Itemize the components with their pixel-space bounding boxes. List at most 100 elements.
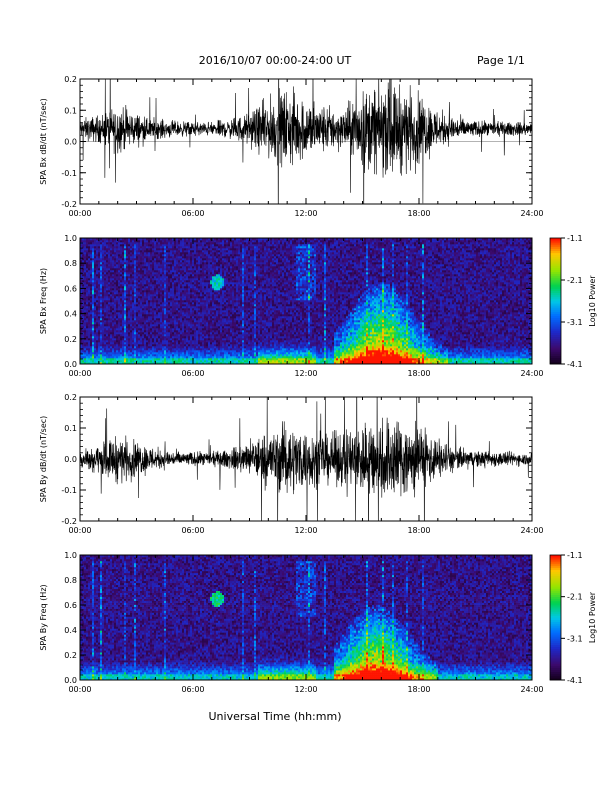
spectrogram-cell xyxy=(196,268,198,270)
spectrogram-cell xyxy=(152,330,154,332)
spectrogram-cell xyxy=(188,338,190,340)
spectrogram-cell xyxy=(156,272,158,274)
spectrogram-cell xyxy=(110,348,112,350)
spectrogram-cell xyxy=(102,330,104,332)
spectrogram-cell xyxy=(204,270,206,272)
spectrogram-cell xyxy=(222,356,224,358)
spectrogram-cell xyxy=(156,260,158,262)
spectrogram-cell xyxy=(170,348,172,350)
spectrogram-cell xyxy=(176,240,178,242)
spectrogram-cell xyxy=(126,242,128,244)
spectrogram-cell xyxy=(204,310,206,312)
spectrogram-cell xyxy=(94,266,96,268)
spectrogram-cell xyxy=(190,256,192,258)
spectrogram-cell xyxy=(90,298,92,300)
spectrogram-cell xyxy=(178,344,180,346)
spectrogram-cell xyxy=(218,300,220,302)
spectrogram-cell xyxy=(180,248,182,250)
spectrogram-cell xyxy=(154,356,156,358)
spectrogram-cell xyxy=(150,288,152,290)
spectrogram-cell xyxy=(174,322,176,324)
spectrogram-cell xyxy=(216,240,218,242)
spectrogram-cell xyxy=(226,296,228,298)
spectrogram-cell xyxy=(172,352,174,354)
spectrogram-cell xyxy=(126,312,128,314)
spectrogram-cell xyxy=(116,334,118,336)
spectrogram-cell xyxy=(114,266,116,268)
spectrogram-cell xyxy=(106,324,108,326)
spectrogram-cell xyxy=(116,358,118,360)
spectrogram-cell xyxy=(118,324,120,326)
spectrogram-cell xyxy=(228,268,230,270)
spectrogram-cell xyxy=(92,252,94,254)
spectrogram-cell xyxy=(126,256,128,258)
spectrogram-cell xyxy=(200,252,202,254)
spectrogram-cell xyxy=(116,296,118,298)
spectrogram-cell xyxy=(98,314,100,316)
spectrogram-cell xyxy=(172,292,174,294)
spectrogram-cell xyxy=(168,314,170,316)
spectrogram-cell xyxy=(190,348,192,350)
spectrogram-cell xyxy=(104,304,106,306)
spectrogram-cell xyxy=(108,360,110,362)
spectrogram-cell xyxy=(216,360,218,362)
spectrogram-cell xyxy=(170,332,172,334)
spectrogram-cell xyxy=(202,288,204,290)
spectrogram-cell xyxy=(98,262,100,264)
spectrogram-cell xyxy=(168,278,170,280)
spectrogram-cell xyxy=(216,342,218,344)
spectrogram-cell xyxy=(142,340,144,342)
spectrogram-cell xyxy=(140,320,142,322)
spectrogram-cell xyxy=(202,354,204,356)
spectrogram-cell xyxy=(218,358,220,360)
spectrogram-cell xyxy=(166,268,168,270)
spectrogram-cell xyxy=(132,302,134,304)
spectrogram-cell xyxy=(216,242,218,244)
spectrogram-cell xyxy=(172,318,174,320)
spectrogram-cell xyxy=(96,302,98,304)
spectrogram-cell xyxy=(166,278,168,280)
spectrogram-cell xyxy=(202,292,204,294)
spectrogram-cell xyxy=(94,348,96,350)
spectrogram-cell xyxy=(110,334,112,336)
spectrogram-cell xyxy=(214,340,216,342)
spectrogram-cell xyxy=(98,256,100,258)
spectrogram-cell xyxy=(132,294,134,296)
spectrogram-cell xyxy=(208,240,210,242)
spectrogram-cell xyxy=(220,336,222,338)
spectrogram-cell xyxy=(108,276,110,278)
spectrogram-cell xyxy=(128,326,130,328)
spectrogram-cell xyxy=(138,334,140,336)
spectrogram-cell xyxy=(158,314,160,316)
spectrogram-cell xyxy=(138,242,140,244)
spectrogram-cell xyxy=(94,290,96,292)
spectrogram-cell xyxy=(108,270,110,272)
spectrogram-cell xyxy=(142,348,144,350)
spectrogram-cell xyxy=(168,338,170,340)
spectrogram-cell xyxy=(174,294,176,296)
spectrogram-cell xyxy=(88,358,90,360)
spectrogram-cell xyxy=(114,264,116,266)
spectrogram-cell xyxy=(138,276,140,278)
spectrogram-cell xyxy=(190,278,192,280)
spectrogram-cell xyxy=(218,336,220,338)
spectrogram-cell xyxy=(140,284,142,286)
spectrogram-cell xyxy=(200,352,202,354)
spectrogram-cell xyxy=(102,336,104,338)
spectrogram-cell xyxy=(234,358,236,360)
spectrogram-cell xyxy=(148,246,150,248)
spectrogram-cell xyxy=(216,328,218,330)
spectrogram-cell xyxy=(90,318,92,320)
spectrogram-cell xyxy=(130,258,132,260)
spectrogram-cell xyxy=(110,256,112,258)
spectrogram-cell xyxy=(124,342,126,344)
spectrogram-cell xyxy=(130,268,132,270)
spectrogram-cell xyxy=(136,278,138,280)
spectrogram-cell xyxy=(116,256,118,258)
spectrogram-cell xyxy=(204,290,206,292)
spectrogram-cell xyxy=(98,274,100,276)
spectrogram-cell xyxy=(168,282,170,284)
spectrogram-cell xyxy=(148,312,150,314)
spectrogram-cell xyxy=(108,254,110,256)
spectrogram-cell xyxy=(200,350,202,352)
